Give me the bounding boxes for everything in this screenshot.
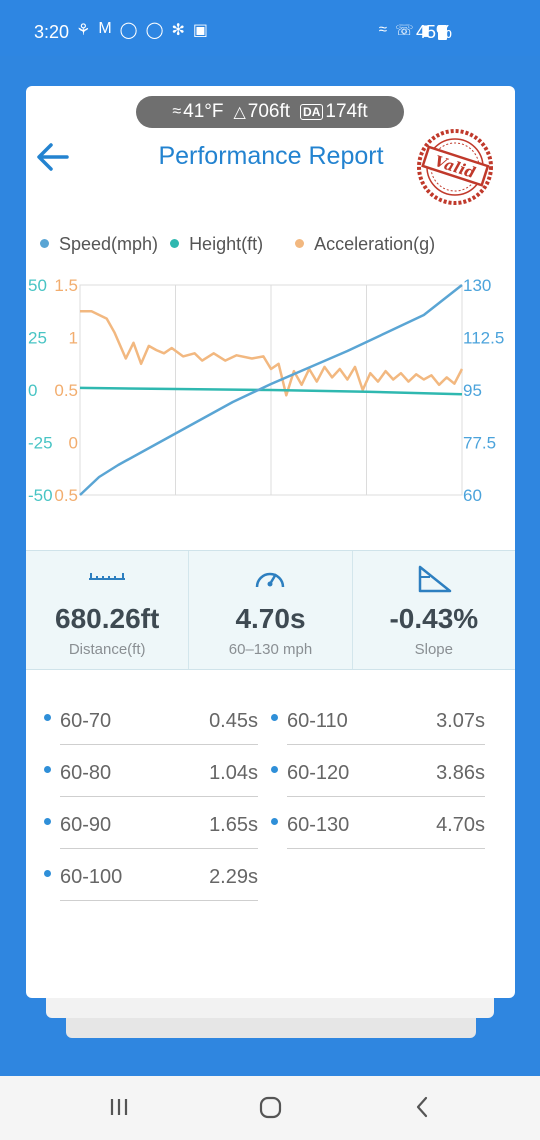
battery-icon (438, 25, 447, 40)
recent-apps-icon[interactable] (108, 1092, 132, 1122)
system-icons: ≈ ☏ ▮ (379, 21, 430, 39)
back-arrow-button[interactable] (34, 140, 74, 176)
valid-stamp: Valid (417, 129, 493, 205)
right-axis-tick-label: 77.5 (463, 434, 496, 453)
legend-speed-dot (40, 238, 49, 248)
chart-legend: Speed(mph) Height(ft) Acceleration(g) (40, 234, 435, 255)
series-line-speed (79, 284, 463, 496)
split-row: 60-100 2.29s (44, 860, 258, 901)
legend-height: Height(ft) (170, 234, 263, 255)
split-row: 60-90 1.65s (44, 808, 258, 849)
gmail-icon: M (98, 20, 112, 37)
split-dot (44, 766, 51, 773)
speedometer-icon (256, 572, 285, 588)
back-arrow-icon (37, 143, 69, 171)
stat-slope: -0.43% Slope (351, 551, 515, 669)
left-axis-tick-label: 50 (28, 276, 47, 295)
stat-time: 4.70s 60–130 mph (188, 551, 351, 669)
split-row: 60-70 0.45s (44, 704, 258, 745)
messenger-icon: ◯ (145, 22, 164, 39)
signal-icon: ▮ (421, 22, 430, 39)
lock-person-icon: ⚘ (76, 22, 91, 39)
left-axis-tick-label: 0 (28, 381, 37, 400)
gallery-icon: ▣ (192, 22, 209, 39)
series-line-height (79, 386, 463, 396)
split-dot (44, 818, 51, 825)
right-axis-tick-label: 60 (463, 486, 482, 505)
time-label: 60–130 mph (228, 641, 313, 658)
wifi-calling-icon: ☏ (394, 22, 414, 39)
split-row: 60-120 3.86s (271, 756, 485, 797)
stat-distance: 680.26ft Distance(ft) (26, 551, 188, 669)
legend-height-dot (170, 238, 180, 248)
left-axis-2-tick-label: 0.5 (54, 486, 78, 505)
density-altitude: 174ft (325, 101, 368, 122)
split-dot (44, 714, 51, 721)
right-axis-tick-label: 112.5 (463, 329, 504, 348)
notification-icons: ⚘ M ◯ ◯ ✻ ▣ (76, 20, 208, 40)
stats-panel: 680.26ft Distance(ft) 4.70s 60–130 mph (26, 550, 515, 670)
split-row: 60-130 4.70s (271, 808, 485, 849)
right-axis-tick-label: 95 (463, 381, 482, 400)
legend-acceleration-dot (295, 238, 305, 248)
legend-acceleration: Acceleration(g) (295, 234, 435, 255)
navigation-bar (0, 1076, 540, 1140)
split-dot (271, 818, 278, 825)
distance-value: 680.26ft (55, 603, 160, 634)
left-axis-2-tick-label: 0 (69, 434, 78, 453)
elevation: 706ft (247, 101, 291, 122)
left-axis-tick-label: -50 (28, 486, 53, 505)
split-dot (44, 870, 51, 877)
performance-chart: 50 25 0 -25 -50 1.5 1 0.5 0 0.5 130 112.5 95 77.5 60 (28, 276, 504, 505)
split-dot (271, 766, 278, 773)
page-title: Performance Report (158, 142, 384, 170)
status-time: 3:20 (34, 22, 70, 42)
elevation-icon: △ (233, 104, 246, 121)
left-axis-tick-label: -25 (28, 434, 53, 453)
split-row: 60-110 3.07s (271, 704, 485, 745)
left-axis-tick-label: 25 (28, 329, 47, 348)
time-value: 4.70s (235, 603, 306, 634)
density-altitude-badge: DA (300, 104, 324, 120)
slope-value: -0.43% (389, 603, 479, 634)
thermometer-icon: ≈ (172, 103, 182, 120)
pinwheel-icon: ✻ (171, 22, 185, 39)
weather-pill: ≈ 41°F △ 706ft DA 174ft (136, 96, 404, 128)
report-card: ≈ 41°F △ 706ft DA 174ft Performance Repo… (26, 86, 515, 998)
back-icon[interactable] (410, 1092, 434, 1122)
slope-label: Slope (414, 641, 453, 658)
legend-speed: Speed(mph) (40, 234, 158, 255)
split-row: 60-80 1.04s (44, 756, 258, 797)
temperature: 41°F (183, 101, 224, 122)
series-line-acceleration (80, 310, 464, 397)
status-bar: 3:20 ⚘ M ◯ ◯ ✻ ▣ ≈ ☏ ▮ 45% (0, 0, 540, 56)
ruler-icon (89, 573, 126, 580)
split-dot (271, 714, 278, 721)
bluetooth-icon: ≈ (378, 21, 387, 38)
slope-icon (418, 565, 452, 593)
home-icon[interactable] (257, 1092, 285, 1122)
left-axis-2-tick-label: 1.5 (54, 276, 78, 295)
left-axis-2-tick-label: 1 (69, 329, 78, 348)
distance-label: Distance(ft) (68, 641, 146, 658)
shazam-icon: ◯ (119, 22, 138, 39)
right-axis-tick-label: 130 (463, 276, 491, 295)
left-axis-2-tick-label: 0.5 (54, 381, 78, 400)
